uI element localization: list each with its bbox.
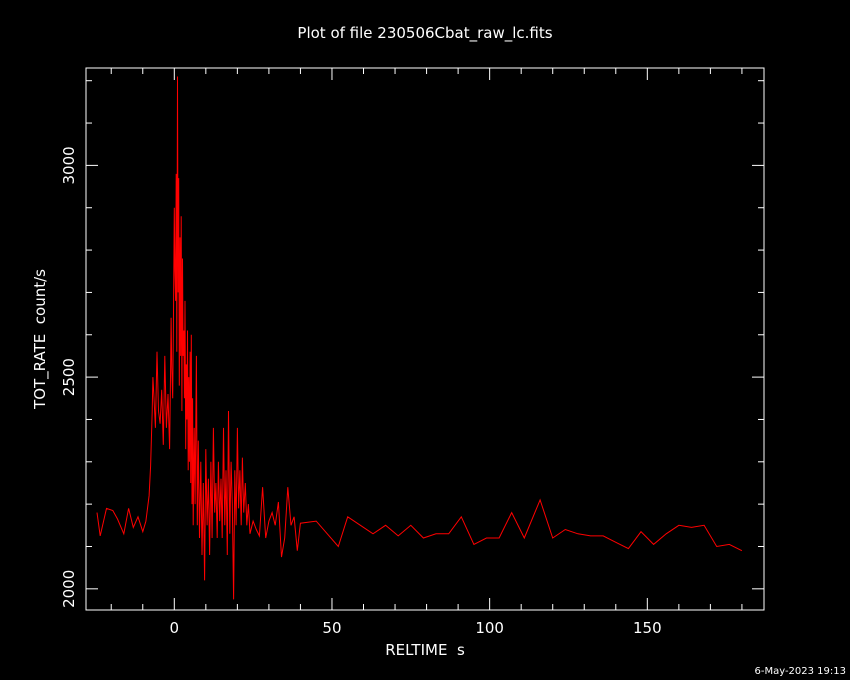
series-line	[96, 76, 743, 600]
chart-title: Plot of file 230506Cbat_raw_lc.fits	[297, 24, 552, 43]
y-tick-label: 3000	[60, 146, 78, 184]
y-axis-label: TOT_RATE count/s	[31, 269, 50, 410]
y-tick-label: 2000	[60, 570, 78, 608]
y-tick-label: 2500	[60, 358, 78, 396]
x-tick-label: 0	[170, 619, 180, 637]
timestamp-label: 6-May-2023 19:13	[754, 666, 846, 677]
x-axis-label: RELTIME s	[385, 641, 465, 659]
axis-tick-labels: 0 50 100 150 2000 2500 3000	[60, 146, 662, 637]
x-tick-label: 50	[322, 619, 341, 637]
x-tick-label: 100	[475, 619, 504, 637]
plot-frame	[85, 67, 765, 611]
x-tick-label: 150	[633, 619, 662, 637]
axis-ticks	[86, 68, 764, 610]
